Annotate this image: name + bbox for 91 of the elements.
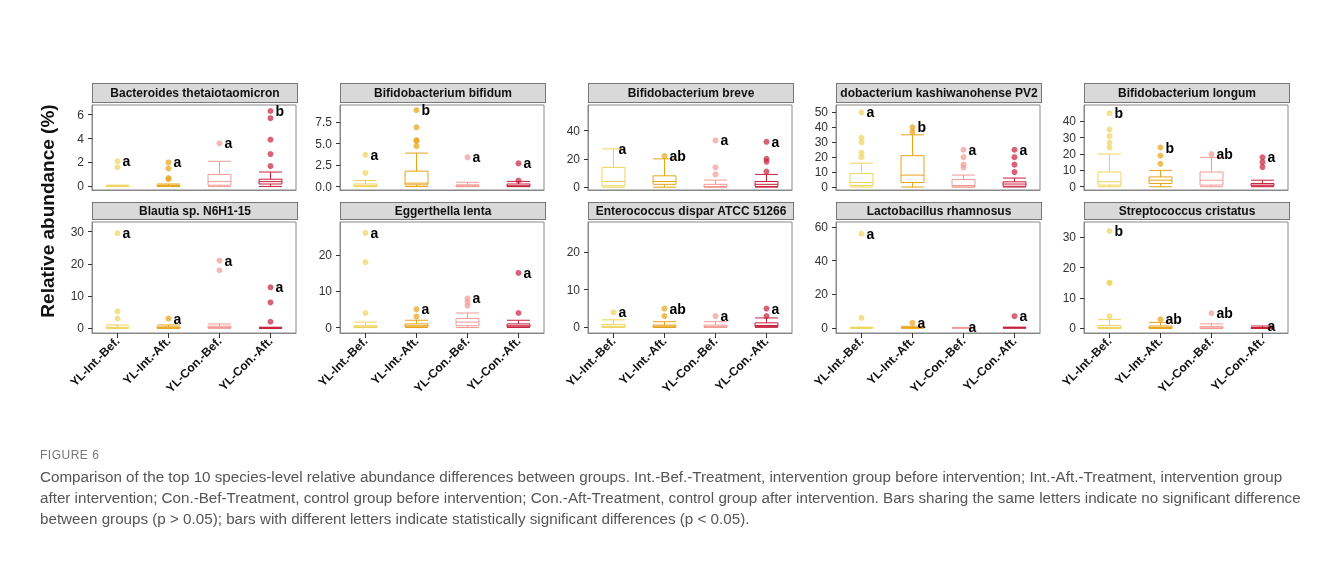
y-tick-label: 2 — [77, 155, 85, 170]
annotation: a — [1019, 308, 1028, 325]
annotation: a — [122, 225, 131, 242]
annotation: a — [224, 252, 233, 269]
y-tick-label: 20 — [70, 256, 85, 271]
chart-title: Bifidobacterium breve — [588, 83, 794, 103]
chart-title: Streptococcus cristatus — [1084, 202, 1290, 220]
y-tick-label: 20 — [566, 245, 581, 260]
y-tick-label: 5.0 — [315, 136, 333, 151]
annotation: a — [224, 135, 233, 152]
y-tick-label: 40 — [814, 120, 829, 135]
y-tick-label: 30 — [70, 224, 85, 239]
annotation: ab — [669, 148, 686, 164]
y-tick-label: 10 — [1062, 163, 1077, 178]
annotation: b — [1165, 139, 1175, 156]
y-tick-label: 30 — [814, 135, 829, 150]
annotation: a — [472, 149, 481, 166]
annotation: a — [618, 304, 627, 321]
annotation: a — [866, 104, 875, 121]
annotation: a — [968, 141, 977, 158]
y-tick-label: 0 — [573, 180, 581, 195]
annotation: a — [1019, 141, 1028, 158]
annotation: a — [720, 132, 729, 149]
chart-title: dobacterium kashiwanohense PV2 — [836, 83, 1042, 103]
annotation: a — [173, 154, 182, 171]
annotation: a — [771, 133, 780, 150]
annotation: a — [370, 224, 379, 241]
annotation: a — [523, 264, 532, 281]
annotation: a — [472, 290, 481, 307]
y-tick-label: 20 — [318, 247, 333, 262]
y-tick-label: 20 — [814, 287, 829, 302]
y-tick-label: 10 — [318, 284, 333, 299]
y-tick-label: 10 — [70, 289, 85, 303]
y-tick-label: 0 — [821, 320, 829, 335]
chart-title: Blautia sp. N6H1-15 — [92, 202, 298, 220]
annotation: a — [720, 308, 729, 325]
y-axis-title: Relative abundance (%) — [37, 103, 59, 320]
y-tick-label: 10 — [566, 282, 581, 297]
annotation: a — [173, 310, 182, 327]
y-tick-label: 0 — [1069, 321, 1077, 336]
annotation: a — [122, 153, 131, 170]
y-tick-label: 10 — [1062, 291, 1077, 306]
y-tick-label: 30 — [1062, 230, 1077, 245]
text: Comparison of the top 10 species-level relative abundance differences between groups. Int.-Bef.-Treatment, intervention group before intervention; Int.-Aft.-Treatment, intervention group after intervention; Con.-Bef-Treatment, control group before intervention; Con.-Aft-Treatment, control group after intervention. Bars sharing the same letters indicate no significant difference between groups (p > 0.05); bars with different letters indicate statistically significant differences (p < 0.05). — [40, 467, 1302, 529]
annotation: ab — [1165, 311, 1182, 328]
y-tick-label: 50 — [814, 105, 829, 120]
y-tick-label: 0 — [1069, 179, 1077, 194]
chart-title: Bacteroides thetaiotaomicron — [92, 83, 298, 103]
annotation: b — [1114, 105, 1124, 122]
y-tick-label: 0 — [573, 320, 581, 335]
chart-title: Bifidobacterium longum — [1084, 83, 1290, 103]
y-tick-label: 0 — [77, 179, 85, 194]
annotation: ab — [669, 300, 686, 317]
y-tick-label: 20 — [814, 150, 829, 165]
y-tick-label: 30 — [1062, 130, 1077, 145]
y-tick-label: 40 — [814, 253, 829, 268]
caption: FIGURE 6 — [40, 448, 100, 462]
chart-title: Eggerthella lenta — [340, 202, 546, 220]
annotation: a — [968, 319, 977, 336]
y-tick-label: 0.0 — [315, 179, 333, 194]
y-tick-label: 0 — [77, 321, 85, 336]
annotation: ab — [1216, 305, 1233, 322]
annotation: b — [421, 102, 431, 119]
annotation: ab — [1216, 146, 1233, 163]
y-tick-label: 40 — [566, 123, 581, 138]
y-tick-label: 7.5 — [315, 115, 333, 130]
annotation: a — [275, 279, 284, 296]
annotation: a — [421, 301, 430, 318]
y-tick-label: 2.5 — [315, 158, 333, 173]
chart-title: Bifidobacterium bifidum — [340, 83, 546, 103]
y-tick-label: 20 — [1062, 147, 1077, 162]
chart-title: Enterococcus dispar ATCC 51266 — [588, 202, 794, 220]
annotation: b — [275, 102, 285, 119]
y-tick-label: 60 — [814, 220, 829, 235]
annotation: a — [771, 300, 780, 317]
annotation: b — [1114, 223, 1124, 240]
annotation: a — [1267, 149, 1276, 166]
y-tick-label: 0 — [821, 180, 829, 195]
annotation: a — [618, 140, 627, 157]
y-tick-label: 0 — [325, 320, 333, 335]
y-tick-label: 20 — [566, 151, 581, 166]
y-tick-label: 4 — [77, 131, 85, 146]
y-tick-label: 10 — [814, 165, 829, 180]
y-tick-label: 6 — [77, 107, 85, 122]
y-tick-label: 20 — [1062, 260, 1077, 275]
annotation: b — [917, 119, 927, 136]
annotation: a — [370, 146, 379, 163]
y-tick-label: 40 — [1062, 114, 1077, 129]
chart-title: Lactobacillus rhamnosus — [836, 202, 1042, 220]
annotation: a — [523, 155, 532, 172]
annotation: a — [866, 225, 875, 242]
